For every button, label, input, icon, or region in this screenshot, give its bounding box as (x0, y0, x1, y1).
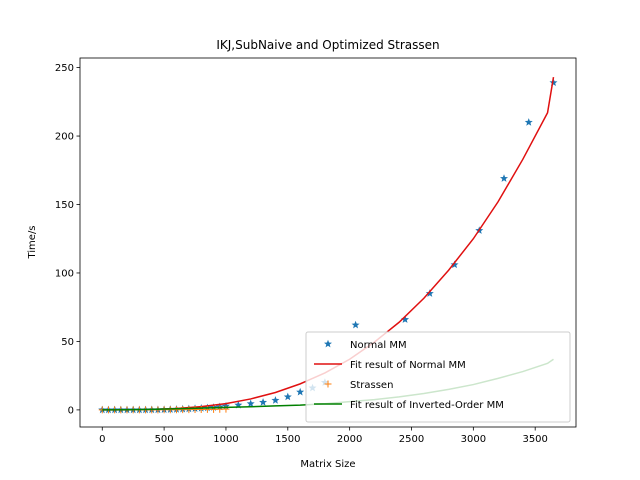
data-point-0-22 (246, 399, 255, 408)
x-axis-label: Matrix Size (300, 459, 355, 470)
y-tick-label-0: 0 (68, 405, 74, 416)
data-point-0-23 (259, 398, 268, 406)
x-tick-label-4: 2000 (337, 434, 362, 445)
x-tick-label-6: 3000 (461, 434, 486, 445)
data-point-0-26 (296, 387, 305, 396)
data-point-2-15 (191, 405, 199, 413)
legend: Normal MM Fit result of Normal MM Strassen… (305, 331, 571, 423)
y-axis-label: Time/s (27, 225, 38, 259)
data-point-2-18 (210, 405, 218, 413)
data-point-0-21 (234, 400, 243, 409)
y-tick-label-2: 100 (55, 268, 74, 279)
data-point-0-24 (271, 396, 280, 404)
legend-box (305, 331, 571, 423)
legend-marker-0 (324, 339, 332, 348)
y-tick-label-3: 150 (55, 200, 74, 211)
data-point-2-13 (179, 406, 187, 414)
data-point-2-14 (185, 406, 193, 414)
data-point-2-17 (203, 405, 211, 413)
legend-label-0: Normal MM (350, 340, 407, 351)
chart-title: IKJ,SubNaive and Optimized Strassen (216, 38, 439, 52)
legend-marker-2 (324, 380, 332, 388)
data-point-0-25 (283, 392, 292, 401)
data-point-2-11 (166, 406, 174, 414)
x-tick-label-5: 2500 (399, 434, 424, 445)
data-point-2-16 (197, 405, 205, 413)
x-tick-label-1: 500 (155, 434, 174, 445)
data-point-0-29 (351, 320, 360, 329)
legend-label-2: Strassen (350, 380, 393, 391)
y-tick-label-1: 50 (61, 337, 74, 348)
data-point-0-31 (425, 289, 434, 297)
data-point-0-35 (524, 118, 533, 126)
legend-label-3: Fit result of Inverted-Order MM (350, 400, 504, 411)
data-point-2-12 (172, 406, 180, 414)
x-tick-label-3: 1500 (275, 434, 300, 445)
data-point-0-32 (450, 260, 459, 269)
x-tick-label-0: 0 (99, 434, 105, 445)
data-point-0-34 (500, 174, 509, 182)
y-tick-label-5: 250 (55, 63, 74, 74)
y-tick-label-4: 200 (55, 132, 74, 143)
legend-label-1: Fit result of Normal MM (350, 360, 466, 371)
data-point-0-30 (401, 315, 410, 323)
axes-frame (79, 57, 577, 428)
x-tick-label-2: 1000 (213, 434, 238, 445)
data-point-0-36 (549, 78, 558, 87)
x-tick-label-7: 3500 (522, 434, 547, 445)
